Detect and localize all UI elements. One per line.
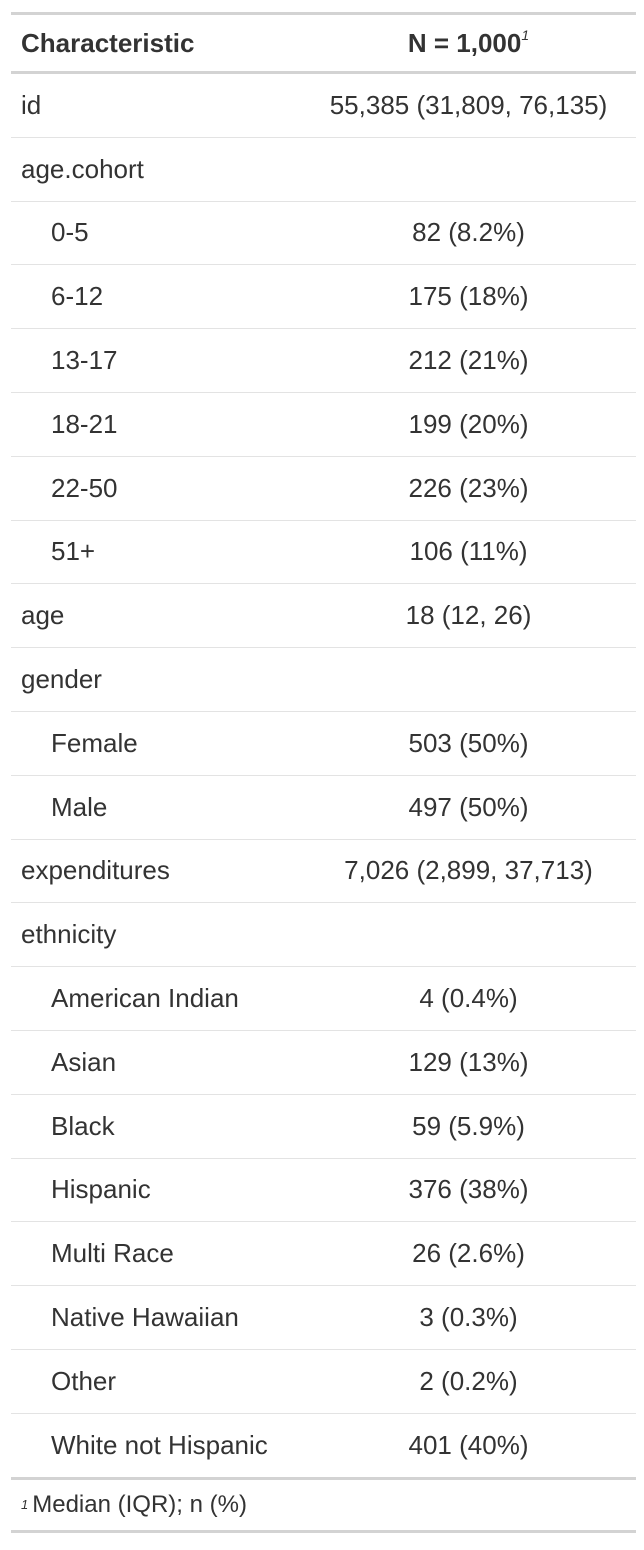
row-label: 18-21 xyxy=(51,408,118,439)
row-label: White not Hispanic xyxy=(51,1429,268,1460)
row-value: 376 (38%) xyxy=(408,1174,529,1205)
row-label: Female xyxy=(51,727,138,758)
row-label: gender xyxy=(21,664,102,695)
row-label: expenditures xyxy=(21,855,170,886)
footnote-marker: 1 xyxy=(21,1497,29,1513)
row-value: 18 (12, 26) xyxy=(405,600,532,631)
row-label: Black xyxy=(51,1110,115,1141)
row-label: 6-12 xyxy=(51,281,104,312)
row-value: 503 (50%) xyxy=(408,727,529,758)
table-row: 22-50 226 (23%) xyxy=(11,457,636,521)
row-label: 0-5 xyxy=(51,217,89,248)
table-row: Hispanic 376 (38%) xyxy=(11,1159,636,1223)
row-label: 22-50 xyxy=(51,472,118,503)
row-value: 175 (18%) xyxy=(408,281,529,312)
table-row: Male 497 (50%) xyxy=(11,776,636,840)
row-value: 199 (20%) xyxy=(408,408,529,439)
row-label: 13-17 xyxy=(51,345,118,376)
table-row: Asian 129 (13%) xyxy=(11,1031,636,1095)
row-value: 59 (5.9%) xyxy=(412,1110,525,1141)
column-header-n: N = 1,0001 xyxy=(301,27,636,59)
table-top-rule xyxy=(11,12,636,15)
row-label: 51+ xyxy=(51,536,96,567)
row-label: id xyxy=(21,89,42,120)
table-header-row: Characteristic N = 1,0001 xyxy=(11,15,636,74)
table-row: Native Hawaiian 3 (0.3%) xyxy=(11,1286,636,1350)
row-value: 401 (40%) xyxy=(408,1429,529,1460)
row-value: 226 (23%) xyxy=(408,472,529,503)
column-header-n-label: N = 1,000 xyxy=(407,28,522,58)
table-row: Other 2 (0.2%) xyxy=(11,1350,636,1414)
table-row: American Indian 4 (0.4%) xyxy=(11,967,636,1031)
row-label: ethnicity xyxy=(21,919,117,950)
row-value: 82 (8.2%) xyxy=(412,217,525,248)
row-label: Asian xyxy=(51,1046,117,1077)
table-row: Black 59 (5.9%) xyxy=(11,1095,636,1159)
table-row: 51+ 106 (11%) xyxy=(11,521,636,585)
row-value: 3 (0.3%) xyxy=(419,1302,518,1333)
row-value: 4 (0.4%) xyxy=(419,983,518,1014)
footnote-text: Median (IQR); n (%) xyxy=(32,1490,247,1518)
row-label: age xyxy=(21,600,65,631)
column-header-characteristic: Characteristic xyxy=(21,27,195,58)
table-row: Multi Race 26 (2.6%) xyxy=(11,1222,636,1287)
row-label: American Indian xyxy=(51,983,239,1014)
table-row: 13-17 212 (21%) xyxy=(11,329,636,393)
table-row: ethnicity xyxy=(11,903,636,968)
footnote-marker: 1 xyxy=(521,27,530,43)
row-label: Multi Race xyxy=(51,1238,174,1269)
table-footnote: 1 Median (IQR); n (%) xyxy=(11,1480,636,1533)
table-row: expenditures 7,026 (2,899, 37,713) xyxy=(11,840,636,904)
row-value: 55,385 (31,809, 76,135) xyxy=(329,89,608,120)
row-label: age.cohort xyxy=(21,153,144,184)
table-row: Female 503 (50%) xyxy=(11,712,636,776)
row-label: Native Hawaiian xyxy=(51,1302,239,1333)
table-row: 18-21 199 (20%) xyxy=(11,393,636,457)
row-value: 497 (50%) xyxy=(408,791,529,822)
row-value: 106 (11%) xyxy=(409,536,528,567)
table-row: age.cohort xyxy=(11,138,636,202)
row-label: Hispanic xyxy=(51,1174,151,1205)
table-row: age 18 (12, 26) xyxy=(11,584,636,649)
table-row: 0-5 82 (8.2%) xyxy=(11,202,636,266)
row-value: 26 (2.6%) xyxy=(412,1238,525,1269)
row-label: Male xyxy=(51,791,108,822)
row-label: Other xyxy=(51,1365,117,1396)
table-row: id 55,385 (31,809, 76,135) xyxy=(11,74,636,138)
row-value: 7,026 (2,899, 37,713) xyxy=(344,855,593,886)
table-row: White not Hispanic 401 (40%) xyxy=(11,1414,636,1480)
row-value: 129 (13%) xyxy=(408,1046,529,1077)
row-value: 2 (0.2%) xyxy=(419,1365,518,1396)
row-value: 212 (21%) xyxy=(408,345,529,376)
table-row: gender xyxy=(11,648,636,712)
summary-table: Characteristic N = 1,0001 id 55,385 (31,… xyxy=(11,12,636,1533)
table-row: 6-12 175 (18%) xyxy=(11,265,636,330)
